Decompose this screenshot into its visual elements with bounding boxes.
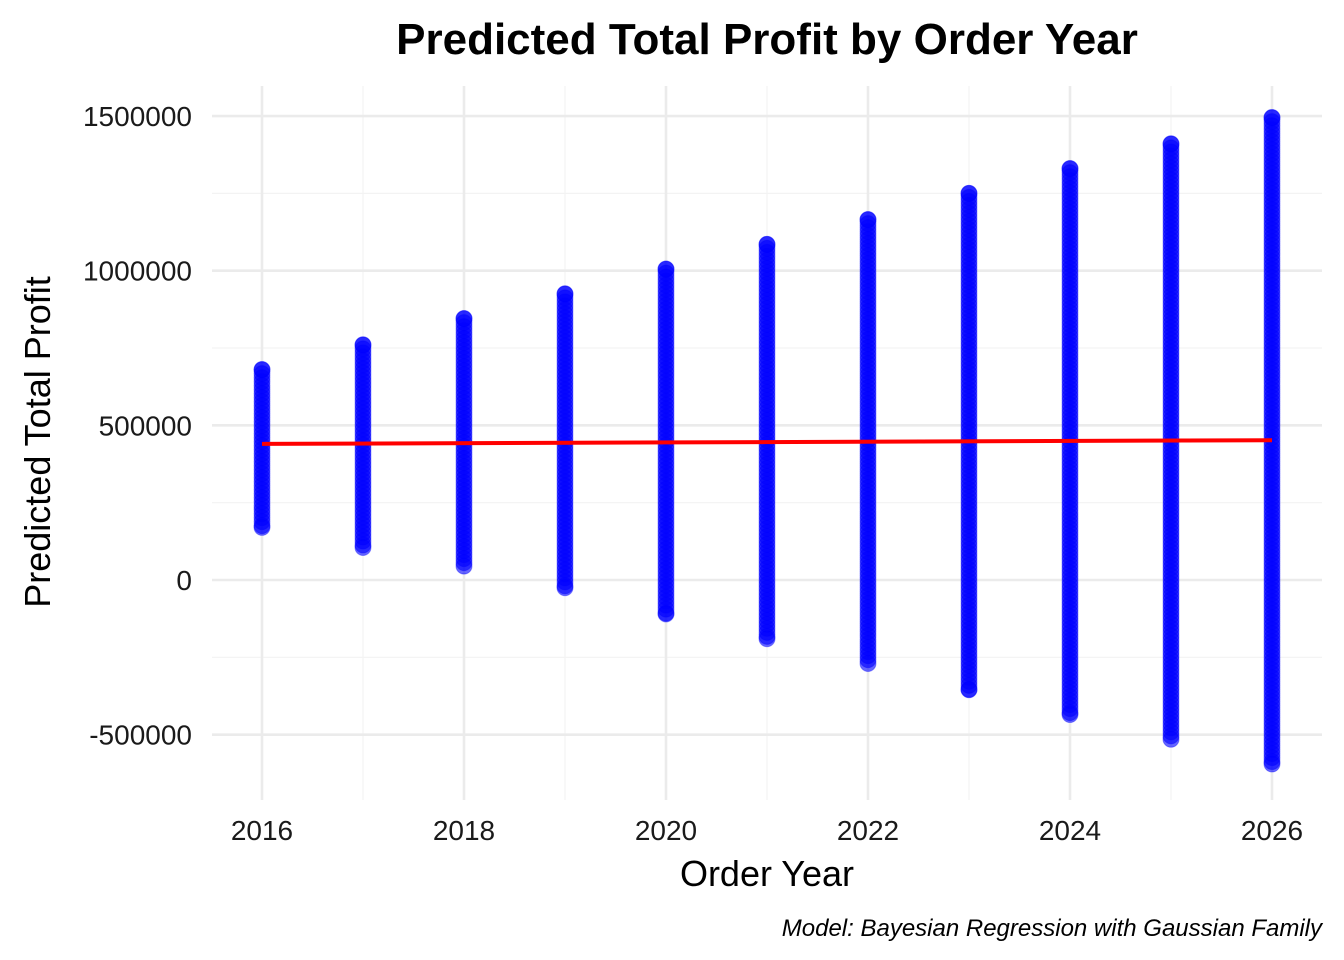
x-tick-label: 2026 (1241, 815, 1303, 846)
chart-caption: Model: Bayesian Regression with Gaussian… (782, 915, 1324, 942)
y-tick-label: 1000000 (83, 256, 192, 287)
data-point (1061, 706, 1079, 724)
y-tick-label: 500000 (99, 410, 192, 441)
data-point (253, 518, 271, 536)
data-point (657, 260, 675, 278)
data-point (1162, 730, 1180, 748)
y-axis-title: Predicted Total Profit (17, 276, 58, 608)
data-point (253, 361, 271, 379)
data-point (354, 539, 372, 557)
x-tick-label: 2020 (635, 815, 697, 846)
x-tick-label: 2022 (837, 815, 899, 846)
data-point (758, 235, 776, 253)
data-point (1061, 160, 1079, 178)
data-point (354, 336, 372, 354)
data-point (859, 655, 877, 673)
y-axis-ticks: -500000 0 500000 1000000 1500000 (83, 101, 192, 751)
x-tick-label: 2016 (231, 815, 293, 846)
data-point (455, 557, 473, 575)
chart-title: Predicted Total Profit by Order Year (396, 15, 1138, 64)
data-point (657, 605, 675, 623)
trend-line (261, 438, 1273, 446)
data-point (556, 285, 574, 303)
y-tick-label: -500000 (89, 720, 192, 751)
data-points (253, 109, 1281, 773)
x-tick-label: 2018 (433, 815, 495, 846)
x-tick-label: 2024 (1039, 815, 1101, 846)
y-tick-label: 1500000 (83, 101, 192, 132)
y-tick-label: 0 (176, 565, 192, 596)
data-point (1162, 135, 1180, 153)
data-point (556, 579, 574, 597)
data-point (758, 630, 776, 648)
data-point (455, 310, 473, 328)
data-point (960, 184, 978, 202)
regression-line (261, 438, 1273, 446)
data-point (1263, 755, 1281, 773)
x-axis-ticks: 2016 2018 2020 2022 2024 2026 (231, 815, 1303, 846)
data-point (1263, 109, 1281, 127)
data-point (960, 681, 978, 699)
data-point (859, 211, 877, 229)
x-axis-title: Order Year (680, 853, 854, 894)
